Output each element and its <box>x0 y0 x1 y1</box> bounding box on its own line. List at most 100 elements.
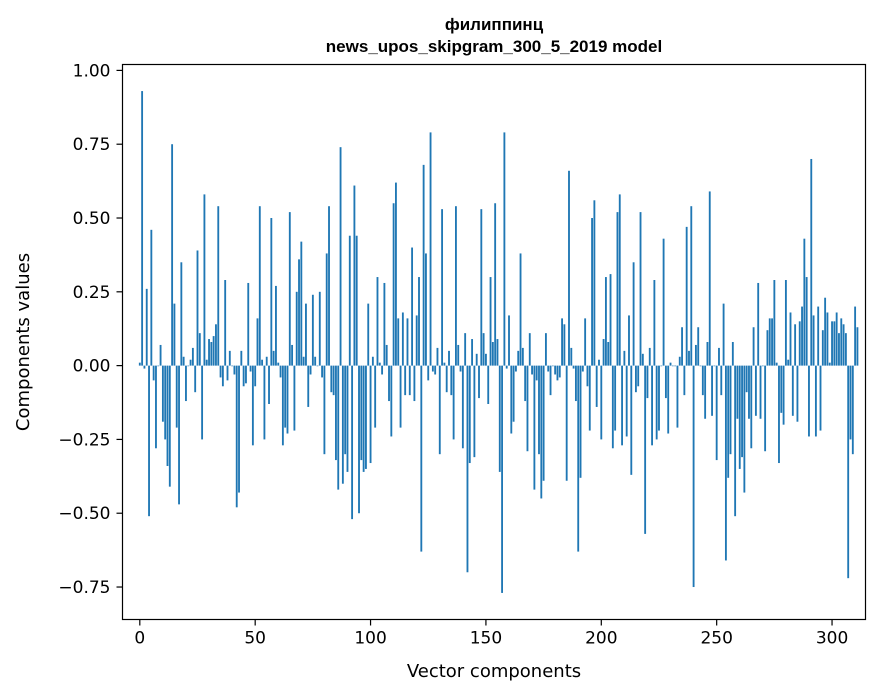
bar <box>798 321 801 366</box>
bar <box>215 324 217 366</box>
bar <box>593 200 596 366</box>
bar <box>718 347 720 366</box>
bar <box>667 365 670 434</box>
bar <box>217 206 220 366</box>
bar <box>533 365 536 490</box>
bar <box>182 356 185 366</box>
bar <box>221 365 224 387</box>
bar <box>826 312 829 366</box>
bar <box>487 365 490 404</box>
bar <box>422 164 425 366</box>
bar <box>692 365 695 588</box>
bar <box>254 365 257 387</box>
bar <box>745 365 748 393</box>
bar <box>644 365 647 534</box>
bar <box>782 365 785 425</box>
y-axis-ticks: −0.75 −0.50 −0.25 0.00 0.25 0.50 0.75 1.00 <box>58 61 123 598</box>
bar <box>478 365 480 399</box>
bar <box>618 194 621 366</box>
bar <box>196 250 199 366</box>
bar <box>427 365 430 381</box>
bar <box>570 347 573 366</box>
bar <box>646 365 649 399</box>
bar <box>371 356 374 366</box>
bar <box>528 333 531 366</box>
bar <box>323 365 326 455</box>
bar <box>579 365 582 478</box>
bar <box>328 206 330 366</box>
bar <box>272 350 275 366</box>
bar <box>180 262 183 366</box>
y-tick-label: 0.50 <box>73 209 111 229</box>
x-tick-label: 100 <box>354 629 386 649</box>
bar <box>404 365 407 396</box>
bar <box>464 333 467 366</box>
bar <box>584 318 587 366</box>
x-axis-ticks: 0 50 100 150 200 250 300 <box>134 619 848 649</box>
bar <box>690 206 693 366</box>
bar <box>838 333 840 366</box>
bar <box>713 365 716 367</box>
bar <box>438 365 441 455</box>
bar <box>715 365 718 461</box>
bar <box>485 353 487 366</box>
bar <box>831 321 833 366</box>
bar <box>639 212 642 366</box>
bar <box>413 365 416 402</box>
bar <box>743 365 746 493</box>
bar <box>318 291 321 366</box>
bar <box>418 277 420 366</box>
bar <box>307 365 310 407</box>
bar <box>706 342 709 366</box>
bar <box>598 359 600 366</box>
bar <box>452 365 455 440</box>
chart-title: филиппинц <box>445 15 544 34</box>
bar <box>734 365 737 517</box>
bar <box>519 253 522 366</box>
bar <box>660 365 663 367</box>
bar <box>609 274 612 366</box>
bar <box>138 362 141 366</box>
bar <box>683 365 686 396</box>
bar <box>538 365 540 455</box>
bar <box>694 344 697 366</box>
bar <box>362 365 365 472</box>
bar <box>335 365 337 461</box>
bar <box>791 365 794 416</box>
bar <box>226 365 229 381</box>
chart-subtitle: news_upos_skipgram_300_5_2019 model <box>326 37 662 56</box>
bar <box>849 365 852 440</box>
bar <box>401 312 404 366</box>
bar <box>210 342 213 366</box>
bar <box>305 303 307 366</box>
plot-frame <box>121 63 867 621</box>
bar <box>233 365 236 375</box>
bar <box>821 330 824 366</box>
bar <box>854 306 857 366</box>
bar <box>515 365 517 372</box>
bar <box>780 365 783 413</box>
bar <box>681 327 683 366</box>
bar <box>365 365 367 469</box>
bar <box>293 365 296 431</box>
bar <box>794 324 797 366</box>
bar <box>851 365 854 455</box>
bar <box>551 365 554 367</box>
bar <box>258 206 261 366</box>
y-tick-label: 0.75 <box>73 135 111 155</box>
bar <box>489 277 492 366</box>
bar <box>168 365 171 487</box>
bar <box>840 318 843 366</box>
bar <box>235 365 238 508</box>
bar <box>561 318 563 366</box>
bar <box>429 132 432 366</box>
bar <box>369 365 372 464</box>
bar <box>171 144 174 366</box>
bar <box>284 365 287 428</box>
bar <box>835 312 838 366</box>
y-tick-label: −0.75 <box>58 578 110 598</box>
bar <box>275 285 277 366</box>
bar <box>251 365 254 446</box>
